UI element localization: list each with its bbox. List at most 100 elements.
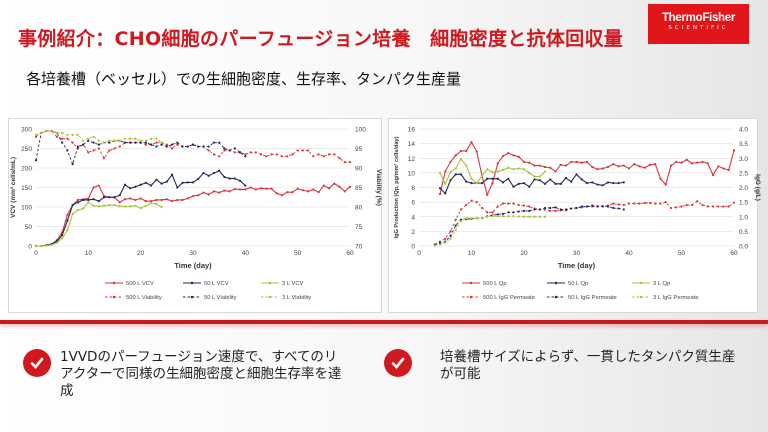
data-point [102,204,106,207]
y-tick-label: 150 [21,185,32,192]
data-point [197,177,200,181]
x-tick-label: 50 [294,250,302,257]
y2-tick-label: 4.0 [739,127,748,134]
data-point [596,168,599,171]
data-point [338,157,341,160]
data-point [191,181,195,184]
y-tick-label: 50 [25,224,33,231]
data-point [108,196,111,199]
data-point [465,164,468,167]
data-point [139,141,142,144]
data-point [317,153,320,156]
data-point [66,229,69,232]
data-point [218,169,221,172]
data-point [612,182,615,185]
data-point [207,174,210,177]
data-point [449,179,452,182]
data-point [155,198,158,202]
data-point [465,149,468,153]
data-point [71,203,74,207]
data-point [108,139,111,142]
data-point [496,213,499,216]
data-point [123,137,127,140]
data-point [575,160,578,164]
data-point [496,162,499,165]
data-point [601,184,604,187]
data-point [517,215,520,218]
data-point [66,219,69,222]
data-point [129,141,132,144]
data-point [307,190,310,193]
data-point [717,165,720,168]
data-point [669,206,673,210]
data-point [501,168,505,172]
data-point [622,203,625,207]
data-point [66,137,69,140]
x-tick-label: 20 [137,250,145,257]
data-point [327,187,331,190]
data-point [71,163,74,166]
data-point [61,131,64,134]
data-point [444,192,447,195]
y-tick-label: 6 [411,200,415,207]
data-point [528,185,531,188]
data-point [275,153,278,156]
data-point [454,218,457,221]
data-point [444,182,447,185]
data-point [170,143,174,146]
data-point [543,215,547,218]
data-point [617,165,620,168]
data-point [296,149,299,152]
data-point [622,208,625,211]
data-point [207,193,210,196]
data-point [191,194,195,198]
data-point [538,175,541,178]
data-point [496,215,499,218]
data-point [512,168,515,171]
legend-marker [639,295,643,299]
data-point [97,205,100,208]
data-point [118,139,121,142]
data-point [533,164,536,167]
data-point [549,209,552,212]
legend-label: 3 L IgG Permeate [653,295,699,301]
x-axis-label: Time (day) [558,261,596,270]
data-point [543,170,547,173]
legend-marker [469,281,473,285]
data-point [612,202,615,205]
data-point [512,202,515,205]
data-point [123,198,127,201]
data-point [34,133,38,136]
data-point [638,202,641,205]
legend-marker [554,295,558,299]
data-point [501,181,505,184]
data-point [612,206,615,210]
data-point [449,160,452,164]
data-point [606,181,610,184]
data-point [449,237,452,240]
data-point [97,139,100,142]
data-point [61,137,64,140]
data-point [538,164,541,167]
data-point [559,163,562,166]
data-point [102,196,106,199]
data-point [50,243,53,246]
data-point [322,155,325,158]
legend-label: 50 L IgG Permeate [568,295,617,301]
data-point [564,164,568,167]
chart-panel-igg [388,118,758,313]
legend-marker [469,295,473,299]
data-point [280,155,284,158]
data-point [501,215,505,218]
data-point [155,137,158,140]
data-point [218,191,221,194]
data-point [554,182,557,185]
data-point [123,183,127,186]
data-point [507,177,510,180]
data-point [301,189,304,192]
data-point [197,145,200,148]
data-point [727,168,730,172]
data-point [475,150,478,153]
data-point [233,151,236,154]
data-point [559,182,562,185]
